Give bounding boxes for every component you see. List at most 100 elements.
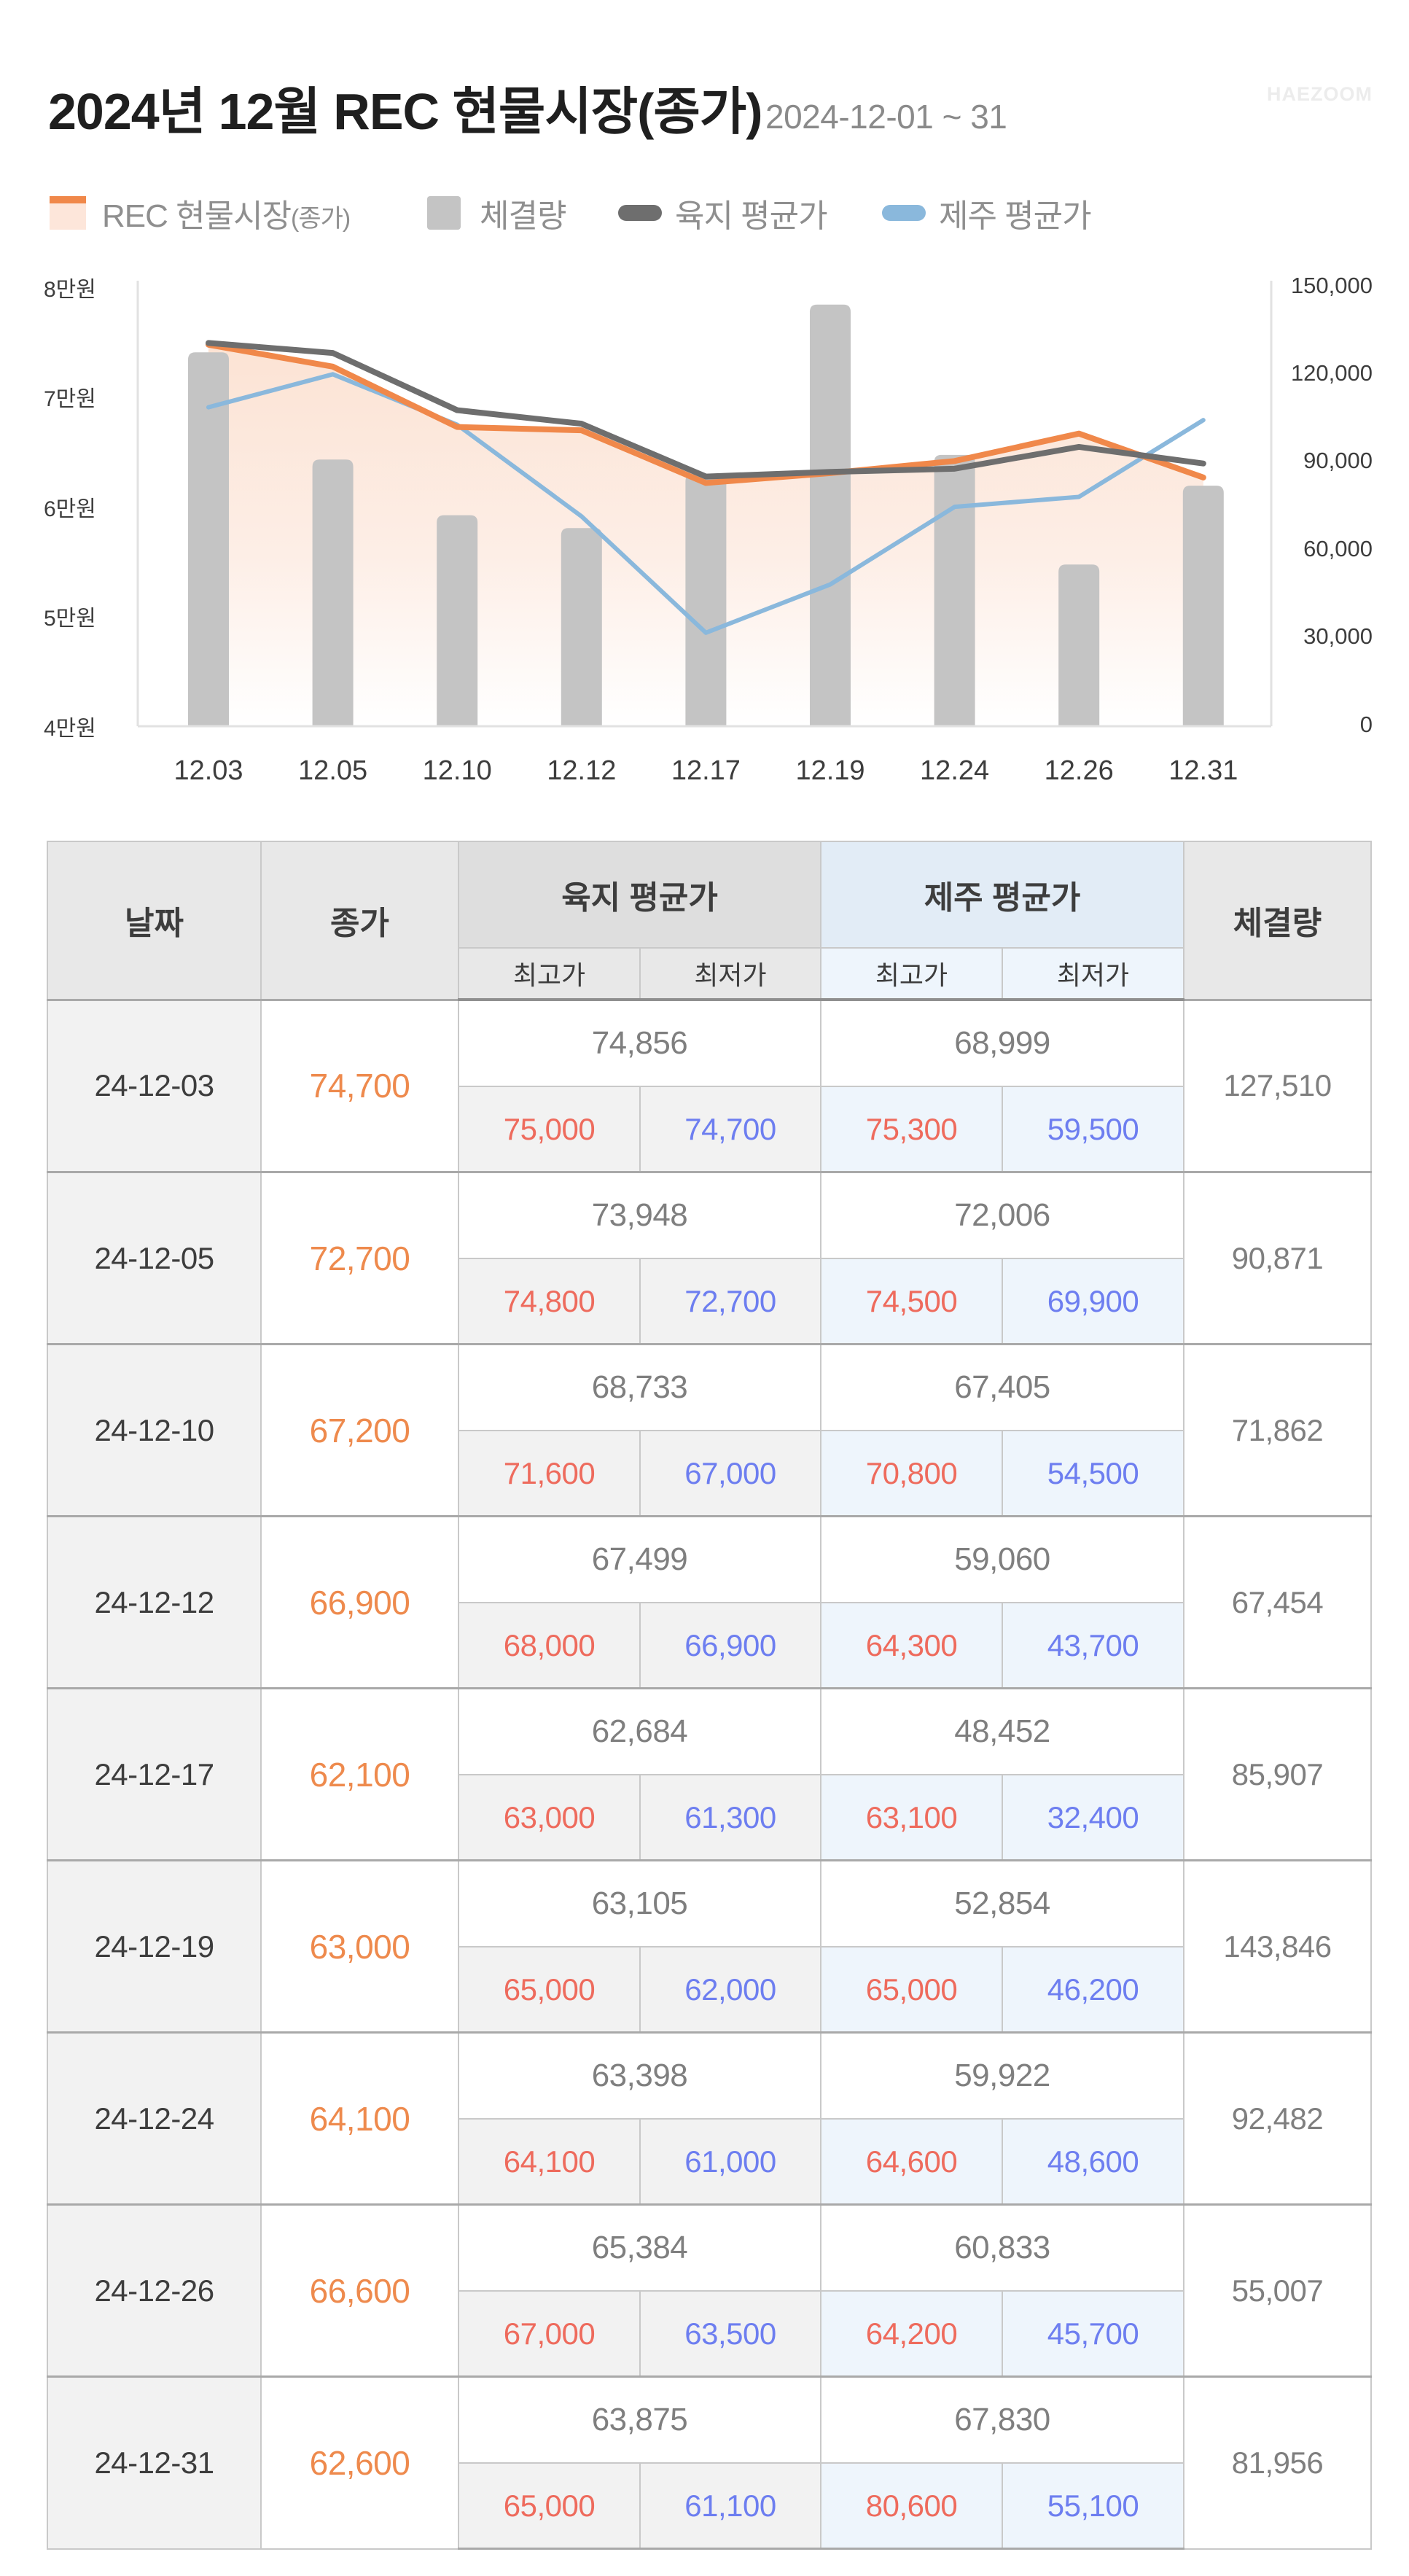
- jeju-avg-line: [206, 372, 1206, 635]
- table-row-sub: 74,800 72,700 74,500 69,900: [47, 1258, 1371, 1345]
- cell-jeju-low: 32,400: [1002, 1774, 1184, 1861]
- table-row: 24-12-12 66,900 67,499 59,060 67,454: [47, 1515, 1372, 1689]
- volume-bar: [934, 454, 975, 725]
- table-row: 24-12-24 64,100 63,398 59,922 92,482: [47, 2031, 1372, 2206]
- cell-jeju-avg: 60,833: [820, 2203, 1184, 2292]
- cell-close: 62,100: [260, 1687, 459, 1861]
- line-swatch-icon: [882, 205, 926, 221]
- combo-chart: [136, 281, 1273, 728]
- cell-date: 24-12-10: [47, 1343, 262, 1517]
- price-table: 날짜 종가 육지 평균가 제주 평균가 체결량 최고가 최저가 최고가 최저가 …: [47, 841, 1372, 2550]
- cell-volume: 127,510: [1183, 998, 1372, 1173]
- right-axis-tick: 120,000: [1290, 360, 1373, 386]
- table-row: 24-12-10 67,200 68,733 67,405 71,862: [47, 1343, 1372, 1517]
- cell-jeju-high: 65,000: [820, 1946, 1003, 2034]
- table-row: 24-12-31 62,600 63,875 67,830 81,956: [47, 2375, 1372, 2550]
- cell-jeju-avg: 59,922: [820, 2031, 1184, 2120]
- volume-bar: [312, 459, 354, 725]
- volume-bar: [1058, 564, 1100, 725]
- cell-land-low: 61,100: [639, 2462, 821, 2550]
- volume-bars: [188, 304, 1224, 725]
- volume-bar: [188, 352, 229, 725]
- cell-jeju-avg: 52,854: [820, 1859, 1184, 1947]
- line-swatch-icon: [618, 205, 662, 221]
- cell-land-avg: 63,875: [458, 2375, 821, 2464]
- table-row-sub: 68,000 66,900 64,300 43,700: [47, 1602, 1371, 1689]
- cell-jeju-high: 63,100: [820, 1774, 1003, 1861]
- cell-land-high: 64,100: [458, 2118, 641, 2206]
- cell-jeju-low: 69,900: [1002, 1258, 1184, 1345]
- header-volume: 체결량: [1183, 841, 1372, 1000]
- left-axis-tick: 5만원: [44, 607, 96, 631]
- cell-land-avg: 67,499: [458, 1515, 821, 1603]
- cell-volume: 92,482: [1183, 2031, 1372, 2206]
- table-row-sub: 65,000 61,100 80,600 55,100: [47, 2462, 1371, 2550]
- right-axis-tick: 30,000: [1303, 623, 1373, 649]
- cell-volume: 90,871: [1183, 1171, 1372, 1345]
- cell-jeju-low: 59,500: [1002, 1086, 1184, 1173]
- header-date: 날짜: [47, 841, 262, 1000]
- cell-land-high: 63,000: [458, 1774, 641, 1861]
- x-axis-label: 12.17: [671, 755, 741, 786]
- cell-volume: 143,846: [1183, 1859, 1372, 2034]
- cell-volume: 71,862: [1183, 1343, 1372, 1517]
- legend-label: 제주 평균가: [939, 198, 1092, 234]
- cell-land-avg: 74,856: [458, 998, 821, 1087]
- cell-date: 24-12-05: [47, 1171, 262, 1345]
- cell-jeju-high: 64,600: [820, 2118, 1003, 2206]
- legend-item-jeju-avg: 제주 평균가: [882, 194, 1092, 234]
- cell-land-avg: 73,948: [458, 1171, 821, 1259]
- cell-jeju-high: 64,200: [820, 2290, 1003, 2378]
- cell-land-high: 74,800: [458, 1258, 641, 1345]
- volume-bar: [1182, 486, 1224, 725]
- cell-land-low: 62,000: [639, 1946, 821, 2034]
- land-avg-line: [206, 340, 1206, 480]
- cell-jeju-high: 74,500: [820, 1258, 1003, 1345]
- cell-close: 74,700: [260, 998, 459, 1173]
- x-axis-label: 12.19: [795, 755, 865, 786]
- cell-jeju-avg: 72,006: [820, 1171, 1184, 1259]
- x-axis-label: 12.31: [1168, 755, 1238, 786]
- area-swatch-icon: [50, 196, 86, 230]
- x-axis-label: 12.12: [547, 755, 617, 786]
- table-row: 24-12-05 72,700 73,948 72,006 90,871: [47, 1171, 1372, 1345]
- table-row-sub: 71,600 67,000 70,800 54,500: [47, 1430, 1371, 1517]
- cell-land-low: 74,700: [639, 1086, 821, 1173]
- cell-date: 24-12-17: [47, 1687, 262, 1861]
- cell-jeju-high: 80,600: [820, 2462, 1003, 2550]
- table-row: 24-12-26 66,600 65,384 60,833 55,007: [47, 2203, 1372, 2378]
- cell-land-high: 68,000: [458, 1602, 641, 1689]
- header-close: 종가: [260, 841, 459, 1000]
- header-jeju-avg: 제주 평균가: [820, 841, 1184, 949]
- price-lines: [206, 340, 1206, 635]
- cell-jeju-high: 64,300: [820, 1602, 1003, 1689]
- header-land-high: 최고가: [458, 947, 641, 1001]
- cell-jeju-avg: 48,452: [820, 1687, 1184, 1775]
- cell-jeju-avg: 67,405: [820, 1343, 1184, 1431]
- cell-land-avg: 62,684: [458, 1687, 821, 1775]
- cell-volume: 55,007: [1183, 2203, 1372, 2378]
- cell-land-low: 67,000: [639, 1430, 821, 1517]
- cell-date: 24-12-03: [47, 998, 262, 1173]
- legend-item-volume: 체결량: [427, 194, 566, 234]
- legend-label: 육지 평균가: [675, 198, 828, 234]
- volume-bar: [437, 515, 478, 725]
- x-axis-label: 12.24: [920, 755, 990, 786]
- cell-date: 24-12-12: [47, 1515, 262, 1689]
- cell-land-high: 71,600: [458, 1430, 641, 1517]
- cell-close: 64,100: [260, 2031, 459, 2206]
- cell-jeju-low: 43,700: [1002, 1602, 1184, 1689]
- x-axis-label: 12.03: [173, 755, 243, 786]
- cell-land-low: 61,300: [639, 1774, 821, 1861]
- cell-land-high: 67,000: [458, 2290, 641, 2378]
- cell-land-high: 75,000: [458, 1086, 641, 1173]
- table-row-sub: 65,000 62,000 65,000 46,200: [47, 1946, 1371, 2034]
- cell-close: 67,200: [260, 1343, 459, 1517]
- table-row-sub: 67,000 63,500 64,200 45,700: [47, 2290, 1371, 2378]
- cell-jeju-low: 54,500: [1002, 1430, 1184, 1517]
- cell-land-avg: 68,733: [458, 1343, 821, 1431]
- left-axis-tick: 6만원: [44, 497, 96, 521]
- bar-swatch-icon: [427, 196, 461, 230]
- header-land-low: 최저가: [639, 947, 821, 1001]
- right-axis-tick: 150,000: [1290, 273, 1373, 298]
